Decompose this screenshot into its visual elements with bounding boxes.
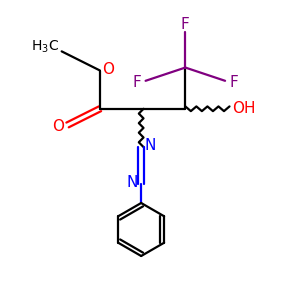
Text: O: O [52,119,64,134]
Text: F: F [181,17,190,32]
Text: F: F [230,75,238,90]
Text: OH: OH [232,101,256,116]
Text: O: O [102,61,114,76]
Text: H$_3$C: H$_3$C [31,39,59,55]
Text: N: N [145,138,156,153]
Text: F: F [132,75,141,90]
Text: N: N [126,175,137,190]
